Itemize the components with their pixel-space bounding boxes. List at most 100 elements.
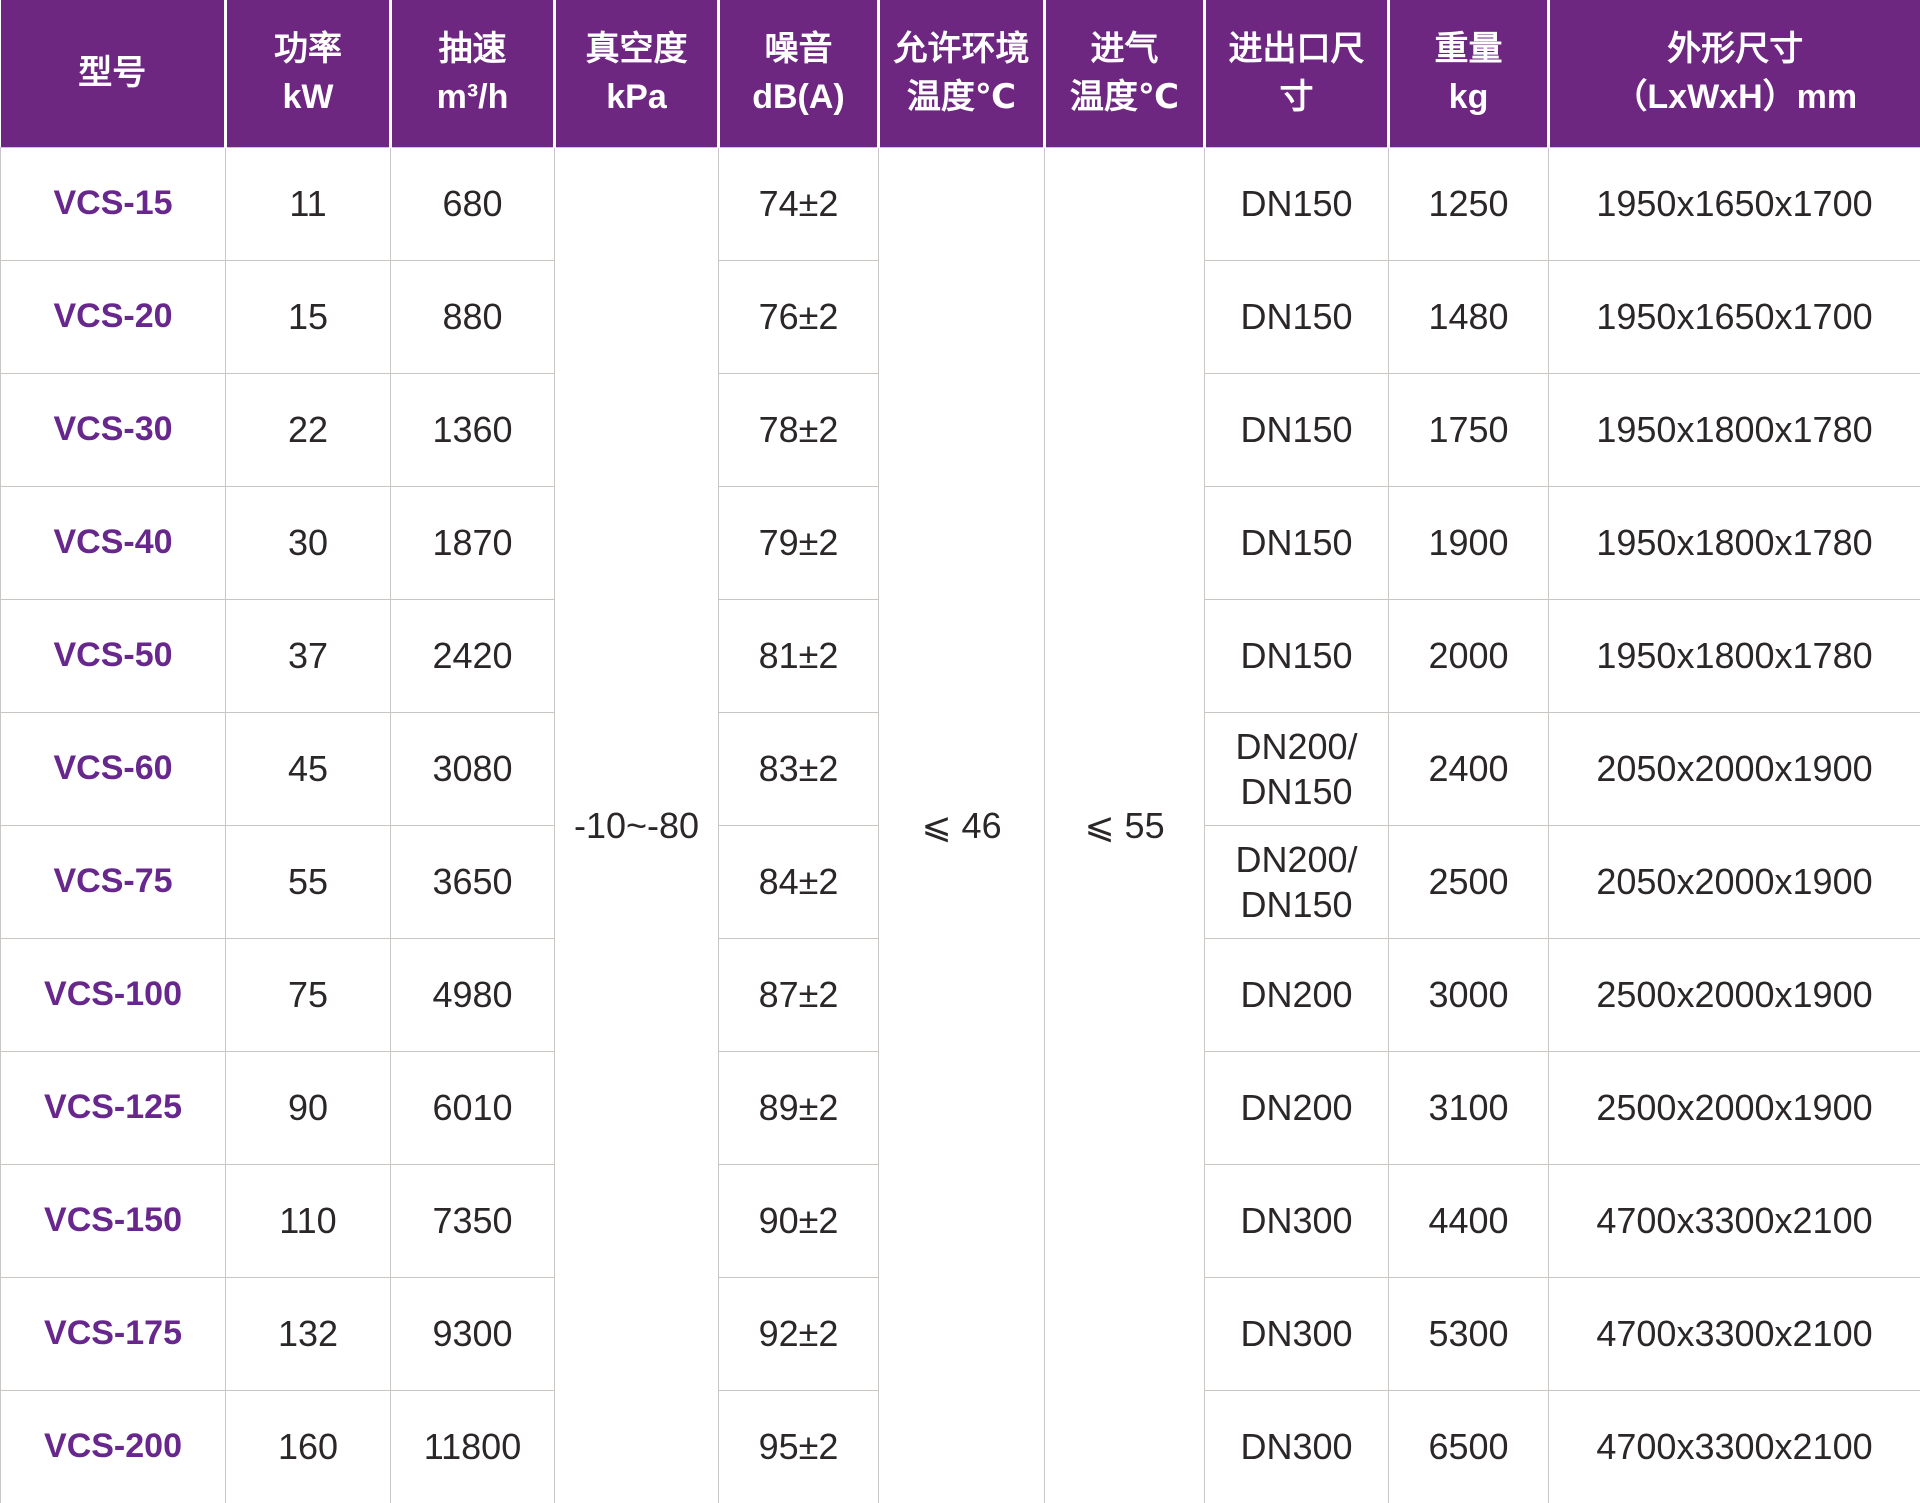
cell-dimensions: 2500x2000x1900 (1548, 937, 1920, 1052)
header-unit: （LxWxH）mm (1613, 78, 1858, 117)
cell-dimensions: 4700x3300x2100 (1548, 1163, 1920, 1278)
header-unit: kPa (606, 78, 667, 117)
cell-power: 37 (225, 598, 391, 713)
header-label: 允许环境 (893, 30, 1030, 69)
cell-noise: 78±2 (718, 372, 879, 487)
cell-dimensions: 2500x2000x1900 (1548, 1050, 1920, 1165)
cell-port-size: DN150 (1204, 485, 1389, 600)
cell-model: VCS-175 (0, 1276, 226, 1391)
cell-speed: 1870 (390, 485, 555, 600)
cell-model: VCS-15 (0, 146, 226, 261)
header-unit: 寸 (1279, 78, 1314, 117)
header-cell-intake-temp: 进气温度℃ (1043, 0, 1205, 147)
cell-dimensions: 1950x1800x1780 (1548, 598, 1920, 713)
cell-speed: 7350 (390, 1163, 555, 1278)
cell-port-size: DN300 (1204, 1389, 1389, 1503)
cell-noise: 79±2 (718, 485, 879, 600)
cell-weight: 6500 (1388, 1389, 1549, 1503)
cell-speed: 6010 (390, 1050, 555, 1165)
cell-noise: 76±2 (718, 259, 879, 374)
cell-intake-temp-merged: ⩽ 55 (1044, 146, 1205, 1503)
cell-weight: 1750 (1388, 372, 1549, 487)
cell-port-size: DN300 (1204, 1163, 1389, 1278)
cell-weight: 2000 (1388, 598, 1549, 713)
cell-port-size: DN150 (1204, 259, 1389, 374)
cell-port-size: DN150 (1204, 146, 1389, 261)
cell-speed: 2420 (390, 598, 555, 713)
cell-speed: 680 (390, 146, 555, 261)
cell-vacuum-merged: -10~-80 (554, 146, 719, 1503)
cell-noise: 84±2 (718, 824, 879, 939)
header-unit: 温度℃ (906, 78, 1017, 117)
cell-weight: 1250 (1388, 146, 1549, 261)
cell-weight: 4400 (1388, 1163, 1549, 1278)
cell-speed: 880 (390, 259, 555, 374)
header-label: 真空度 (585, 30, 688, 69)
cell-power: 15 (225, 259, 391, 374)
cell-model: VCS-50 (0, 598, 226, 713)
cell-power: 160 (225, 1389, 391, 1503)
header-unit: m³/h (436, 78, 509, 117)
table-row: VCS-75 55 3650 84±2 DN200/ DN150 2500 20… (0, 824, 1920, 939)
cell-weight: 2400 (1388, 711, 1549, 826)
cell-model: VCS-20 (0, 259, 226, 374)
cell-noise: 83±2 (718, 711, 879, 826)
cell-model: VCS-75 (0, 824, 226, 939)
cell-power: 75 (225, 937, 391, 1052)
header-cell-noise: 噪音 dB(A) (717, 0, 879, 147)
cell-power: 132 (225, 1276, 391, 1391)
header-cell-port-size: 进出口尺寸 (1203, 0, 1389, 147)
cell-model: VCS-125 (0, 1050, 226, 1165)
cell-speed: 3650 (390, 824, 555, 939)
header-cell-weight: 重量 kg (1387, 0, 1549, 147)
header-unit: 温度℃ (1069, 78, 1180, 117)
cell-dimensions: 1950x1800x1780 (1548, 485, 1920, 600)
cell-model: VCS-60 (0, 711, 226, 826)
cell-speed: 3080 (390, 711, 555, 826)
cell-port-size: DN200/ DN150 (1204, 711, 1389, 826)
cell-port-size: DN150 (1204, 598, 1389, 713)
header-unit: dB(A) (752, 78, 845, 117)
cell-port-size: DN300 (1204, 1276, 1389, 1391)
cell-weight: 3100 (1388, 1050, 1549, 1165)
table-body: VCS-15 11 680 -10~-80 74±2 ⩽ 46 ⩽ 55 DN1… (0, 146, 1920, 1503)
cell-port-size: DN200/ DN150 (1204, 824, 1389, 939)
header-cell-speed: 抽速 m³/h (389, 0, 555, 147)
header-cell-ambient-temp: 允许环境温度℃ (877, 0, 1045, 147)
cell-speed: 1360 (390, 372, 555, 487)
cell-ambient-temp-merged: ⩽ 46 (878, 146, 1045, 1503)
header-label: 重量 (1434, 30, 1503, 69)
cell-noise: 89±2 (718, 1050, 879, 1165)
cell-power: 110 (225, 1163, 391, 1278)
cell-dimensions: 1950x1800x1780 (1548, 372, 1920, 487)
cell-dimensions: 4700x3300x2100 (1548, 1276, 1920, 1391)
header-label: 进气 (1090, 30, 1159, 69)
header-row: 型号 功率 kW 抽速 m³/h 真空度 kPa 噪音 dB(A) 允许环境 温度℃ 进气… (0, 0, 1920, 147)
cell-power: 45 (225, 711, 391, 826)
header-label: 噪音 (764, 30, 833, 69)
cell-model: VCS-30 (0, 372, 226, 487)
cell-power: 11 (225, 146, 391, 261)
header-cell-model: 型号 (0, 0, 226, 147)
cell-weight: 2500 (1388, 824, 1549, 939)
cell-weight: 1480 (1388, 259, 1549, 374)
header-cell-power: 功率 kW (224, 0, 391, 147)
cell-weight: 5300 (1388, 1276, 1549, 1391)
cell-model: VCS-150 (0, 1163, 226, 1278)
cell-speed: 11800 (390, 1389, 555, 1503)
header-label: 型号 (78, 54, 147, 93)
cell-model: VCS-40 (0, 485, 226, 600)
header-label: 进出口尺 (1228, 30, 1365, 69)
cell-power: 55 (225, 824, 391, 939)
cell-noise: 81±2 (718, 598, 879, 713)
cell-noise: 74±2 (718, 146, 879, 261)
table-row: VCS-20 15 880 76±2 DN150 1480 1950x1650x… (0, 259, 1920, 374)
table-row: VCS-200 160 11800 95±2 DN300 6500 4700x3… (0, 1389, 1920, 1503)
cell-port-size: DN150 (1204, 372, 1389, 487)
table-row: VCS-175 132 9300 92±2 DN300 5300 4700x33… (0, 1276, 1920, 1391)
header-unit: kg (1448, 78, 1489, 117)
header-cell-dimensions: 外形尺寸 （LxWxH）mm (1547, 0, 1920, 147)
cell-model: VCS-100 (0, 937, 226, 1052)
